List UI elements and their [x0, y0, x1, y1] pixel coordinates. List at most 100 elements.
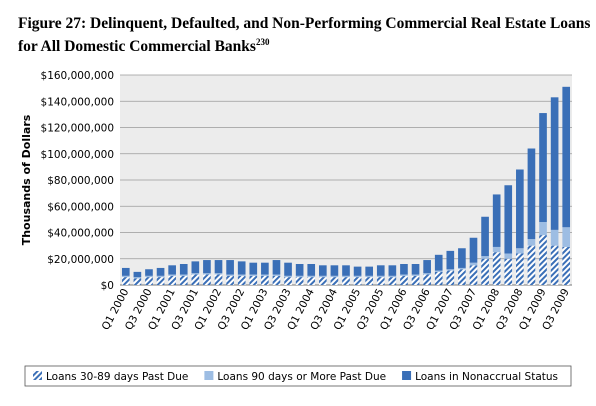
bar-segment: [145, 277, 153, 285]
bar-segment: [284, 275, 292, 278]
bar-segment: [179, 275, 188, 285]
bar-segment: [145, 275, 153, 278]
bar-segment: [411, 264, 420, 275]
bar-segment: [562, 227, 571, 247]
legend-swatch: [204, 371, 214, 380]
bar-segment: [261, 275, 269, 285]
chart-title: Figure 27: Delinquent, Defaulted, and No…: [18, 14, 593, 56]
bar-segment: [121, 275, 130, 278]
bar-segment: [434, 271, 443, 285]
bar-segment: [550, 229, 559, 246]
bar-segment: [516, 253, 524, 285]
bar-segment: [400, 275, 408, 285]
bar-segment: [376, 265, 385, 276]
bar-segment: [284, 277, 292, 285]
bar-segment: [261, 274, 269, 276]
bar-segment: [214, 260, 223, 274]
bar-segment: [121, 277, 130, 285]
bar-segment: [295, 277, 304, 285]
bar-segment: [376, 277, 385, 285]
bar-segment: [330, 275, 339, 278]
legend-box: [24, 365, 572, 387]
bar-segment: [353, 266, 362, 276]
bar-segment: [446, 270, 455, 285]
bar-segment: [203, 260, 211, 274]
bar-segment: [434, 254, 443, 271]
legend: Loans 30-89 days Past Due Loans 90 days o…: [24, 365, 572, 387]
bar-segment: [527, 239, 536, 246]
bar-segment: [388, 277, 397, 285]
bar-segment: [365, 277, 374, 285]
bar-segment: [411, 275, 420, 285]
y-tick-label: $80,000,000: [47, 175, 114, 187]
bar-segment: [203, 273, 211, 275]
bar-segment: [365, 266, 374, 276]
bar-segment: [156, 277, 165, 285]
y-tick-label: $100,000,000: [41, 149, 114, 161]
bar-segment: [458, 269, 466, 285]
bar-segment: [133, 271, 142, 278]
bar-segment: [179, 264, 188, 275]
y-tick-label: $140,000,000: [41, 96, 114, 108]
legend-swatch: [402, 371, 412, 380]
bar-segment: [295, 275, 304, 278]
bar-segment: [133, 277, 142, 279]
bar-segment: [214, 274, 223, 285]
bar-segment: [237, 274, 246, 276]
bar-segment: [388, 275, 397, 278]
legend-label: Loans 30-89 days Past Due: [46, 371, 188, 383]
bar-segment: [179, 274, 188, 276]
bar-segment: [249, 274, 258, 276]
bar-segment: [307, 264, 316, 276]
bar-segment: [318, 265, 327, 276]
bar-segment: [237, 261, 246, 275]
bar-segment: [527, 148, 536, 240]
bar-segment: [249, 262, 258, 275]
y-tick-label: $60,000,000: [47, 201, 114, 213]
title-footnote: 230: [255, 37, 270, 47]
bar-segment: [562, 246, 571, 285]
bar-segment: [516, 169, 524, 249]
bar-segment: [481, 256, 489, 259]
y-tick-label: $160,000,000: [41, 70, 114, 82]
bar-segment: [446, 269, 455, 271]
bar-segment: [492, 246, 501, 253]
bar-segment: [226, 260, 234, 275]
bar-segment: [423, 273, 431, 275]
bar-segment: [156, 275, 165, 278]
bar-segment: [307, 275, 316, 278]
bar-segment: [237, 275, 246, 285]
y-tick-label: $120,000,000: [41, 123, 114, 135]
y-tick-label: $0: [101, 280, 114, 292]
bar-segment: [342, 275, 350, 278]
bar-segment: [400, 264, 408, 275]
title-text: Figure 27: Delinquent, Defaulted, and No…: [18, 15, 591, 56]
bar-segment: [458, 248, 466, 268]
bar-segment: [272, 274, 281, 276]
bar-segment: [504, 185, 513, 254]
bar-segment: [469, 265, 478, 285]
bar-segment: [434, 270, 443, 272]
y-axis-label: Thousands of Dollars: [20, 114, 33, 245]
bar-segment: [504, 253, 513, 259]
bar-segment: [539, 113, 547, 222]
bar-segment: [330, 277, 339, 285]
bar-segment: [446, 250, 455, 270]
bar-segment: [168, 274, 176, 276]
bar-segment: [481, 258, 489, 285]
bar-segment: [469, 262, 478, 266]
bar-segment: [145, 269, 153, 276]
bar-segment: [191, 273, 200, 275]
bar-segment: [168, 275, 176, 285]
y-tick-label: $20,000,000: [47, 254, 114, 266]
bar-segment: [376, 275, 385, 278]
bar-segment: [562, 86, 571, 228]
bar-segment: [272, 260, 281, 275]
bar-segment: [121, 267, 130, 276]
bar-segment: [261, 262, 269, 275]
bar-segment: [423, 260, 431, 274]
bar-segment: [550, 97, 559, 230]
bar-segment: [469, 237, 478, 263]
